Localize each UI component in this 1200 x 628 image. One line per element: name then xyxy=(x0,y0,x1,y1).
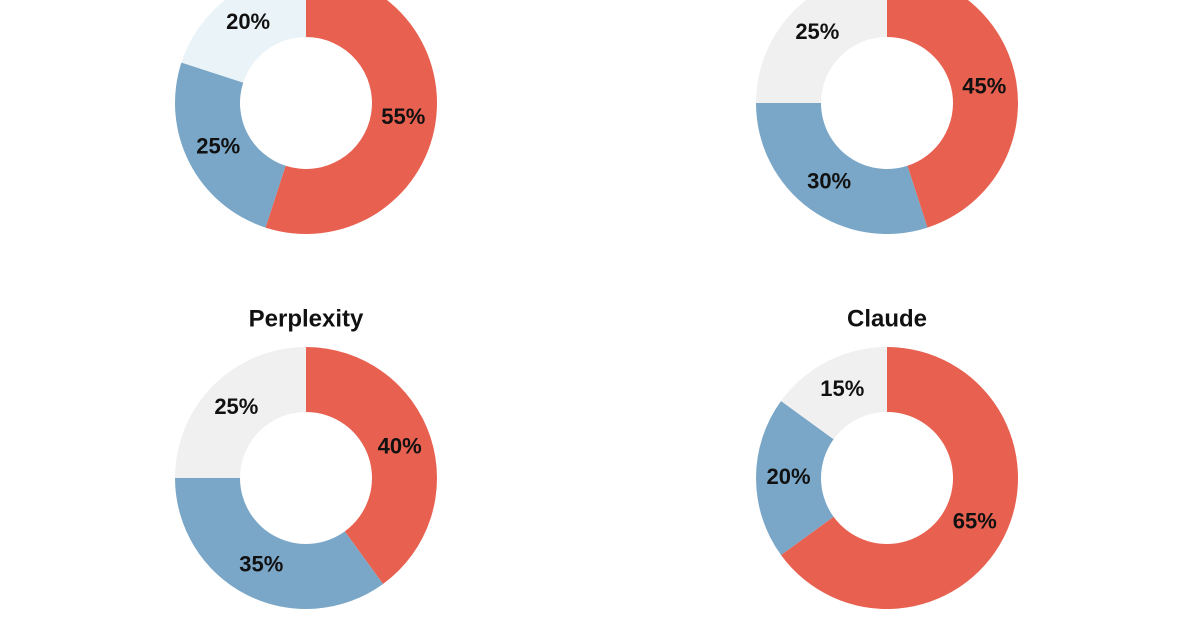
donut-segment xyxy=(181,0,306,83)
value-label: 65% xyxy=(953,509,997,534)
value-label: 25% xyxy=(196,134,240,159)
donut-segment xyxy=(781,347,887,440)
value-label: 25% xyxy=(795,19,839,44)
donut-segment xyxy=(175,478,383,609)
chart-title: Claude xyxy=(847,305,927,332)
donut-segment xyxy=(781,347,1018,609)
chart-title: Perplexity xyxy=(249,305,364,332)
value-label: 35% xyxy=(239,552,283,577)
value-label: 30% xyxy=(807,169,851,194)
value-label: 55% xyxy=(381,104,425,129)
donut-segment xyxy=(756,103,928,235)
donut-segment xyxy=(174,62,286,228)
donut-segment xyxy=(265,0,437,234)
donut-segment xyxy=(175,347,306,478)
donut-segment xyxy=(756,0,887,103)
value-label: 20% xyxy=(226,9,270,34)
value-label: 25% xyxy=(214,394,258,419)
value-label: 40% xyxy=(378,433,422,458)
donut-segment xyxy=(887,0,1018,228)
value-label: 20% xyxy=(766,464,810,489)
value-label: 15% xyxy=(820,376,864,401)
value-label: 45% xyxy=(962,73,1006,98)
donut-segment xyxy=(756,401,834,555)
donut-segment xyxy=(306,347,437,584)
